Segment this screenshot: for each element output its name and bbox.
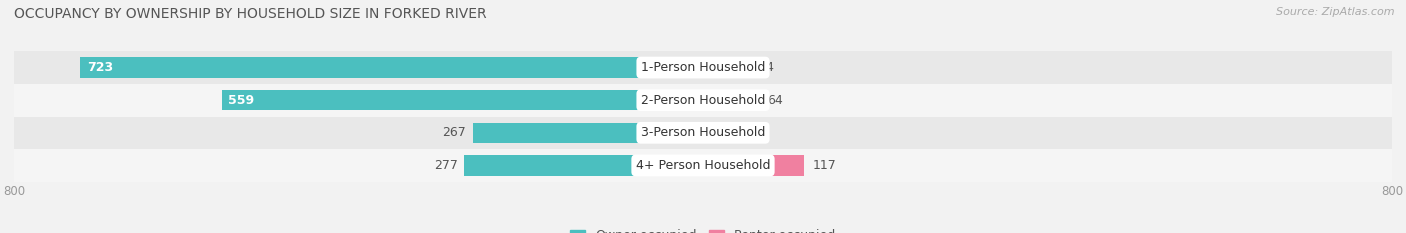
Text: Source: ZipAtlas.com: Source: ZipAtlas.com (1277, 7, 1395, 17)
Text: 559: 559 (229, 94, 254, 107)
Text: 1-Person Household: 1-Person Household (641, 61, 765, 74)
Text: 277: 277 (433, 159, 457, 172)
Text: 2-Person Household: 2-Person Household (641, 94, 765, 107)
Text: 4+ Person Household: 4+ Person Household (636, 159, 770, 172)
Bar (464, 155, 703, 175)
Text: 723: 723 (87, 61, 114, 74)
Bar (14, 51, 1392, 84)
Bar (14, 149, 1392, 182)
Bar (80, 58, 703, 78)
Text: 27: 27 (735, 126, 751, 139)
Bar (703, 58, 749, 78)
Bar (703, 123, 727, 143)
Text: 117: 117 (813, 159, 837, 172)
Text: OCCUPANCY BY OWNERSHIP BY HOUSEHOLD SIZE IN FORKED RIVER: OCCUPANCY BY OWNERSHIP BY HOUSEHOLD SIZE… (14, 7, 486, 21)
Bar (703, 90, 758, 110)
Text: 267: 267 (443, 126, 467, 139)
Text: 54: 54 (758, 61, 773, 74)
Legend: Owner-occupied, Renter-occupied: Owner-occupied, Renter-occupied (565, 224, 841, 233)
Bar (472, 123, 703, 143)
Text: 64: 64 (766, 94, 783, 107)
Bar (14, 116, 1392, 149)
Text: 3-Person Household: 3-Person Household (641, 126, 765, 139)
Bar (14, 84, 1392, 116)
Bar (222, 90, 703, 110)
Bar (703, 155, 804, 175)
